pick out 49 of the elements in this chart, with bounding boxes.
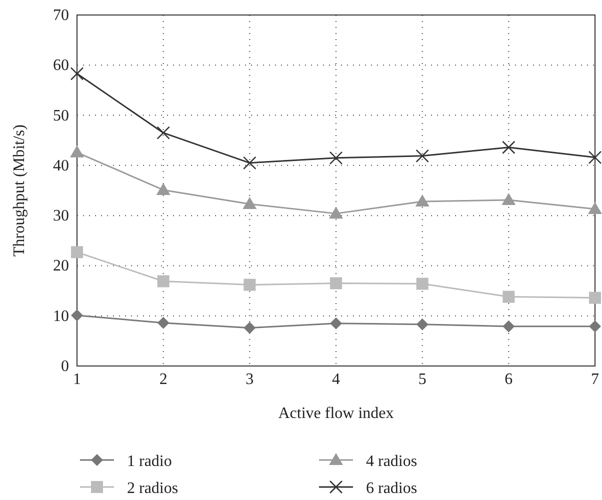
point <box>71 246 83 258</box>
point <box>502 290 515 303</box>
x-tick-label: 6 <box>504 371 513 388</box>
point <box>589 292 601 304</box>
y-tick-label: 40 <box>53 157 69 174</box>
point <box>502 140 516 154</box>
legend-label: 6 radios <box>366 480 418 497</box>
x-tick-label: 7 <box>591 371 599 388</box>
y-tick-label: 20 <box>53 258 69 275</box>
x-tick-label: 2 <box>159 371 168 388</box>
point <box>70 67 84 80</box>
x-tick-label: 4 <box>332 371 340 388</box>
point <box>416 318 428 330</box>
point <box>588 150 602 164</box>
y-axis-title: Throughput (Mbit/s) <box>11 124 28 256</box>
point <box>157 316 170 329</box>
y-tick-label: 50 <box>53 107 69 124</box>
y-tick-label: 60 <box>53 57 69 74</box>
point <box>502 320 515 332</box>
point <box>244 278 256 291</box>
x-tick-label: 1 <box>73 371 81 388</box>
point <box>156 126 170 140</box>
point <box>588 202 602 214</box>
point <box>157 275 170 288</box>
point <box>330 277 342 290</box>
x-tick-label: 5 <box>418 371 426 388</box>
point <box>71 309 83 322</box>
y-tick-label: 0 <box>61 358 69 375</box>
y-tick-label: 70 <box>53 7 69 24</box>
point <box>589 320 601 332</box>
point <box>329 151 343 165</box>
legend-label: 2 radios <box>127 480 178 497</box>
point <box>502 193 516 206</box>
point <box>244 322 256 334</box>
point <box>415 194 430 207</box>
point <box>243 156 256 170</box>
point <box>416 278 428 290</box>
x-tick-label: 3 <box>246 371 254 388</box>
y-tick-label: 30 <box>53 208 69 225</box>
point <box>416 149 429 163</box>
point <box>330 317 342 330</box>
point <box>156 183 170 195</box>
point <box>329 206 343 219</box>
point <box>242 197 257 210</box>
legend-label: 1 radio <box>127 453 172 470</box>
y-tick-label: 10 <box>53 308 69 325</box>
legend-label: 4 radios <box>366 453 418 470</box>
point <box>70 145 84 158</box>
x-axis-title: Active flow index <box>278 405 394 422</box>
